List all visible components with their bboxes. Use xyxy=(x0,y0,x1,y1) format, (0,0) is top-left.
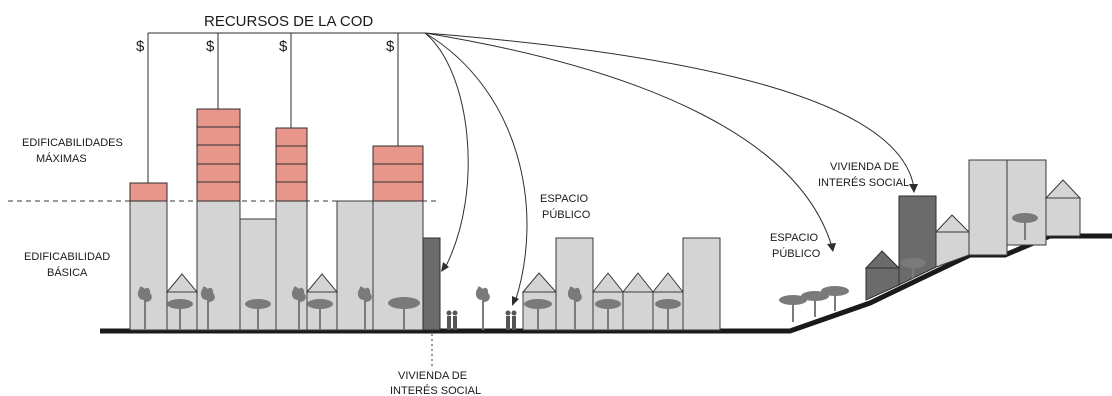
social-housing-label: VIVIENDA DE xyxy=(830,161,899,173)
house-roof xyxy=(165,273,199,293)
house xyxy=(1045,197,1081,237)
house xyxy=(622,291,654,331)
house-roof xyxy=(934,214,971,233)
house-roof xyxy=(305,273,339,293)
building xyxy=(372,200,424,331)
building xyxy=(968,159,1008,256)
social-housing-building xyxy=(422,237,441,331)
basic-buildability-label: BÁSICA xyxy=(47,266,88,279)
bonus-block xyxy=(129,182,168,202)
dollar-sign: $ xyxy=(206,38,215,55)
dollar-sign: $ xyxy=(279,38,288,55)
arrow-to-social-housing-right xyxy=(424,32,915,189)
arrow-to-public-space-middle xyxy=(424,32,528,303)
tree-icon xyxy=(200,286,215,330)
building xyxy=(129,200,168,331)
middle-cluster xyxy=(521,237,721,331)
dollar-sign: $ xyxy=(386,38,395,55)
resource-wires xyxy=(147,32,425,183)
public-space-label: ESPACIO xyxy=(540,193,589,205)
building xyxy=(336,200,374,331)
public-space-label: PÚBLICO xyxy=(772,247,821,260)
people xyxy=(446,310,517,330)
person-icon xyxy=(512,316,516,330)
trees xyxy=(137,213,1038,330)
house-roof xyxy=(864,250,901,269)
person-icon xyxy=(453,316,457,330)
person-icon xyxy=(506,316,510,330)
house-roof xyxy=(1044,179,1082,199)
basic-buildability-label: EDIFICABILIDAD xyxy=(24,251,110,263)
tree-icon xyxy=(475,286,490,330)
person-icon xyxy=(447,316,451,330)
max-buildability-label: EDIFICABILIDADES xyxy=(22,137,123,149)
social-housing-label: INTERÉS SOCIAL xyxy=(818,176,909,189)
house-roof xyxy=(621,272,655,293)
building xyxy=(1006,159,1047,246)
resource-arrows xyxy=(424,32,918,306)
left-cluster xyxy=(129,200,441,331)
social-housing-label: INTERÉS SOCIAL xyxy=(390,384,481,396)
arrow-to-social-housing-left xyxy=(424,32,469,269)
bonus-block xyxy=(372,145,424,202)
max-buildability-label: MÁXIMAS xyxy=(36,152,87,165)
diagram-title: RECURSOS DE LA COD xyxy=(204,13,373,30)
bonus-floors xyxy=(129,108,424,202)
building xyxy=(682,237,721,331)
house xyxy=(306,291,338,331)
house-roof xyxy=(651,272,685,293)
right-cluster xyxy=(864,159,1082,301)
tree-icon xyxy=(567,286,582,330)
tree-icon xyxy=(357,286,372,330)
arrow-to-public-space-right xyxy=(424,32,833,248)
building xyxy=(196,200,241,331)
social-housing-label: VIVIENDA DE xyxy=(398,370,467,382)
public-space-label: ESPACIO xyxy=(770,232,819,244)
public-space-label: PÚBLICO xyxy=(542,208,591,221)
bonus-block xyxy=(196,108,241,202)
dollar-sign: $ xyxy=(136,38,145,55)
house xyxy=(522,291,557,331)
building xyxy=(275,200,308,331)
house-roof xyxy=(591,272,625,293)
house xyxy=(166,291,198,331)
tree-icon xyxy=(137,286,152,330)
tree-icon xyxy=(291,286,306,330)
house-roof xyxy=(521,272,558,293)
